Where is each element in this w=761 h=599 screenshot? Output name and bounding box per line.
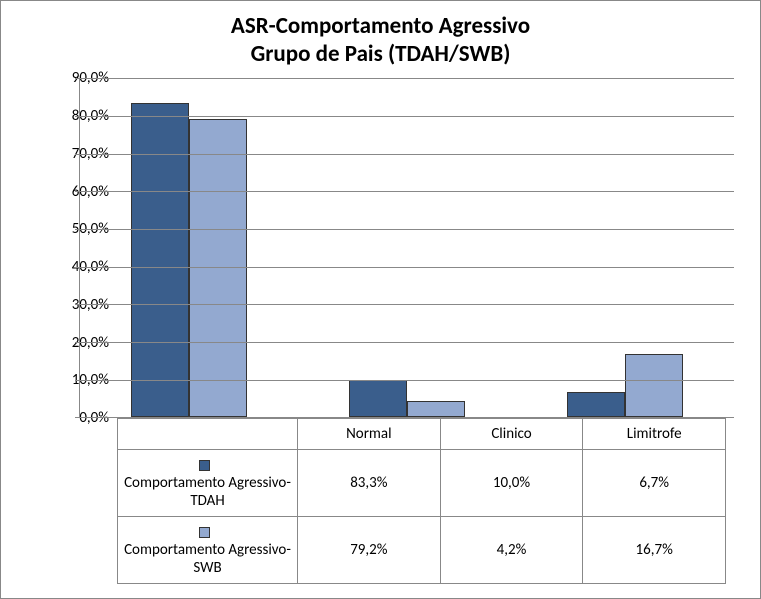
category-row: Normal Clinico Limitrofe — [118, 419, 726, 450]
plot-area — [79, 78, 734, 418]
value-cell: 16,7% — [583, 517, 726, 584]
y-tick — [75, 267, 80, 268]
data-table: Normal Clinico Limitrofe Comportamento A… — [117, 418, 726, 584]
data-table-wrap: Normal Clinico Limitrofe Comportamento A… — [117, 418, 726, 584]
y-tick — [75, 304, 80, 305]
y-tick — [75, 78, 80, 79]
gridline — [80, 380, 734, 381]
bar — [349, 380, 407, 418]
bar — [131, 103, 189, 417]
gridline — [80, 116, 734, 117]
value-cell: 10,0% — [440, 450, 583, 517]
value-cell: 83,3% — [298, 450, 441, 517]
category-cell: Limitrofe — [583, 419, 726, 450]
value-cell: 4,2% — [440, 517, 583, 584]
category-cell: Clinico — [440, 419, 583, 450]
gridline — [80, 342, 734, 343]
bar-group — [80, 78, 298, 417]
chart-title-line2: Grupo de Pais (TDAH/SWB) — [251, 40, 511, 68]
series-row-swb: Comportamento Agressivo-SWB 79,2% 4,2% 1… — [118, 517, 726, 584]
gridline — [80, 229, 734, 230]
chart-container: ASR-Comportamento Agressivo Grupo de Pai… — [0, 0, 761, 599]
bar — [567, 392, 625, 417]
chart-title-line1: ASR-Comportamento Agressivo — [231, 12, 530, 40]
bar — [625, 354, 683, 417]
y-tick — [75, 116, 80, 117]
bar-group — [516, 78, 734, 417]
y-tick — [75, 229, 80, 230]
value-cell: 6,7% — [583, 450, 726, 517]
legend-swatch-swb — [199, 527, 210, 538]
series-header-tdah: Comportamento Agressivo-TDAH — [118, 450, 298, 517]
bars-layer — [80, 78, 734, 417]
gridline — [80, 191, 734, 192]
chart-title: ASR-Comportamento Agressivo Grupo de Pai… — [9, 13, 752, 68]
series-name-swb: Comportamento Agressivo-SWB — [122, 541, 293, 577]
legend-swatch-tdah — [199, 460, 210, 471]
category-cell: Normal — [298, 419, 441, 450]
y-tick — [75, 342, 80, 343]
gridline — [80, 267, 734, 268]
series-header-swb: Comportamento Agressivo-SWB — [118, 517, 298, 584]
gridline — [80, 304, 734, 305]
value-cell: 79,2% — [298, 517, 441, 584]
chart-body: 0,0%10,0%20,0%30,0%40,0%50,0%60,0%70,0%8… — [79, 78, 752, 418]
gridline — [80, 78, 734, 79]
y-tick — [75, 191, 80, 192]
bar — [407, 401, 465, 417]
y-tick — [75, 417, 80, 418]
series-row-tdah: Comportamento Agressivo-TDAH 83,3% 10,0%… — [118, 450, 726, 517]
series-name-tdah: Comportamento Agressivo-TDAH — [122, 474, 293, 510]
y-tick — [75, 380, 80, 381]
gridline — [80, 154, 734, 155]
table-blank-header — [118, 419, 298, 450]
y-tick — [75, 154, 80, 155]
bar — [189, 119, 247, 417]
bar-group — [298, 78, 516, 417]
